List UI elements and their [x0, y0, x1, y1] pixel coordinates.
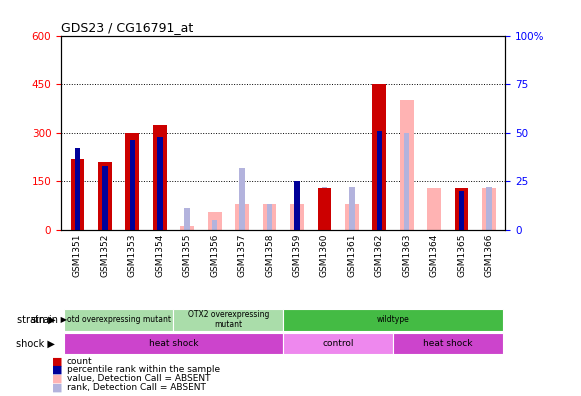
Text: strain ▶: strain ▶ [17, 315, 55, 325]
Bar [180, 227, 194, 230]
Bar [376, 131, 382, 230]
Bar [455, 188, 468, 230]
Bar [98, 162, 112, 230]
Bar [208, 212, 221, 230]
Bar [174, 309, 283, 331]
Bar [283, 333, 393, 354]
Text: count: count [67, 357, 92, 366]
Text: shock ▶: shock ▶ [16, 339, 55, 348]
Bar [102, 166, 107, 230]
Text: wildtype: wildtype [376, 315, 410, 324]
Bar [235, 204, 249, 230]
Text: GSM1354: GSM1354 [155, 234, 164, 277]
Bar [459, 191, 464, 230]
Bar [64, 333, 284, 354]
Text: ▶: ▶ [58, 315, 67, 324]
Text: GSM1353: GSM1353 [128, 234, 137, 277]
Text: GSM1356: GSM1356 [210, 234, 219, 277]
Text: value, Detection Call = ABSENT: value, Detection Call = ABSENT [67, 374, 210, 383]
Bar [75, 148, 80, 230]
Bar [71, 158, 84, 230]
Text: GSM1361: GSM1361 [347, 234, 356, 277]
Text: GSM1363: GSM1363 [402, 234, 411, 277]
Text: ■: ■ [52, 382, 63, 392]
Text: GSM1362: GSM1362 [375, 234, 384, 277]
Bar [372, 84, 386, 230]
Bar [318, 188, 331, 230]
Bar [349, 187, 354, 230]
Bar [294, 181, 300, 230]
Text: strain: strain [30, 315, 58, 325]
Bar [125, 133, 139, 230]
Text: otd overexpressing mutant: otd overexpressing mutant [67, 315, 171, 324]
Bar [212, 220, 217, 230]
Bar [157, 137, 163, 230]
Bar [239, 168, 245, 230]
Text: heat shock: heat shock [423, 339, 472, 348]
Bar [290, 204, 304, 230]
Text: GSM1360: GSM1360 [320, 234, 329, 277]
Bar [404, 133, 410, 230]
Bar [482, 188, 496, 230]
Text: heat shock: heat shock [149, 339, 198, 348]
Bar [427, 188, 441, 230]
Bar [185, 208, 190, 230]
Text: GSM1366: GSM1366 [485, 234, 493, 277]
Text: GSM1355: GSM1355 [182, 234, 192, 277]
Bar [393, 333, 503, 354]
Bar [283, 309, 503, 331]
Bar [153, 125, 167, 230]
Text: GSM1357: GSM1357 [238, 234, 246, 277]
Text: GSM1358: GSM1358 [265, 234, 274, 277]
Text: ■: ■ [52, 373, 63, 384]
Bar [345, 204, 358, 230]
Text: OTX2 overexpressing
mutant: OTX2 overexpressing mutant [188, 310, 269, 329]
Text: GDS23 / CG16791_at: GDS23 / CG16791_at [61, 21, 193, 34]
Bar [400, 100, 414, 230]
Bar [64, 309, 174, 331]
Text: GSM1365: GSM1365 [457, 234, 466, 277]
Text: GSM1352: GSM1352 [101, 234, 109, 277]
Bar [263, 204, 277, 230]
Text: percentile rank within the sample: percentile rank within the sample [67, 366, 220, 374]
Bar [267, 204, 272, 230]
Text: GSM1351: GSM1351 [73, 234, 82, 277]
Text: ■: ■ [52, 356, 63, 366]
Text: control: control [322, 339, 354, 348]
Text: rank, Detection Call = ABSENT: rank, Detection Call = ABSENT [67, 383, 206, 392]
Text: ■: ■ [52, 365, 63, 375]
Bar [322, 187, 327, 230]
Bar [130, 141, 135, 230]
Text: GSM1364: GSM1364 [429, 234, 439, 277]
Bar [486, 187, 492, 230]
Text: GSM1359: GSM1359 [292, 234, 302, 277]
